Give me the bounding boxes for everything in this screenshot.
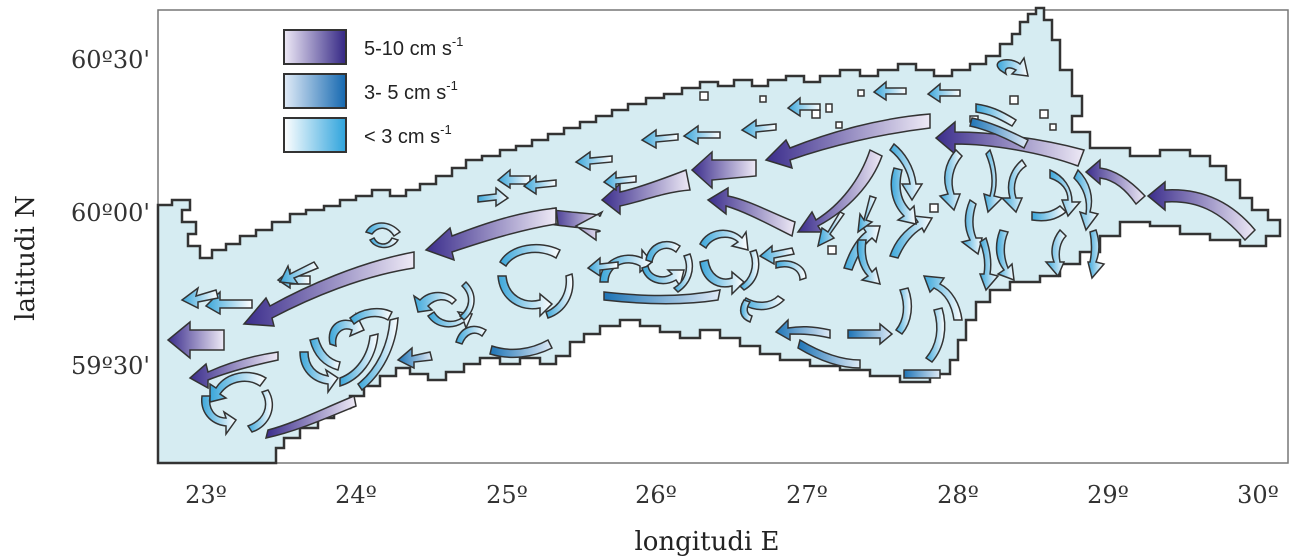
legend-range: 5-10 (364, 38, 404, 60)
current-arrows (166, 56, 1257, 439)
legend-swatch-weak (283, 117, 347, 153)
medium-current-arrow (847, 322, 894, 346)
strong-current-arrow (550, 207, 604, 242)
x-tick-label: 25º (486, 481, 528, 509)
medium-current-arrow (774, 318, 831, 342)
strong-current-arrow (1084, 158, 1147, 206)
legend-item-weak: < 3 cm s-1 (283, 117, 452, 153)
legend-item-strong: 5-10 cm s-1 (283, 29, 463, 65)
x-tick-label: 26º (635, 481, 677, 509)
medium-current-arrow (969, 117, 1030, 150)
legend-swatch-strong (283, 29, 347, 65)
x-tick-label: 24º (335, 481, 377, 509)
islands (699, 89, 1057, 255)
strong-current-arrow (1146, 180, 1257, 242)
y-tick-label: 59º30' (71, 352, 150, 380)
legend: 5-10 cm s-1 3- 5 cm s-1 < 3 cm s-1 (283, 29, 463, 153)
strong-current-arrow (600, 168, 691, 216)
x-axis-title: longitudi E (634, 527, 779, 557)
medium-current-arrow (903, 369, 941, 379)
legend-range: < 3 (364, 126, 392, 148)
legend-range: 3- 5 (364, 82, 398, 104)
medium-current-arrow (797, 338, 861, 369)
legend-swatch-medium (283, 73, 347, 109)
strong-current-arrow (264, 394, 357, 439)
strong-current-arrow (690, 150, 757, 190)
y-axis-title: latitudi N (11, 195, 41, 321)
medium-current-arrow (489, 338, 554, 359)
svg-text:5-10 cm s-1: 5-10 cm s-1 (364, 34, 463, 60)
x-tick-label: 27º (786, 481, 828, 509)
strong-current-arrow (796, 148, 883, 233)
x-tick-label: 28º (937, 481, 979, 509)
medium-current-arrow (603, 289, 721, 305)
strong-current-arrow (424, 207, 557, 262)
strong-current-arrow (706, 186, 796, 238)
strong-current-arrow (188, 351, 279, 390)
x-tick-label: 30º (1237, 481, 1279, 509)
y-axis-ticks: 60º30' 60º00' 59º30' (71, 46, 150, 380)
strong-current-arrow (764, 113, 931, 170)
y-tick-label: 60º30' (71, 46, 150, 74)
strong-current-arrow (242, 251, 415, 327)
y-tick-label: 60º00' (71, 199, 150, 227)
strong-current-arrow (934, 120, 1085, 167)
svg-text:< 3 cm s-1: < 3 cm s-1 (364, 122, 452, 148)
svg-text:3- 5 cm s-1: 3- 5 cm s-1 (364, 78, 458, 104)
x-axis-ticks: 23º 24º 25º 26º 27º 28º 29º 30º (185, 481, 1279, 509)
strong-current-arrow (166, 320, 225, 360)
medium-current-arrow (396, 346, 433, 370)
x-tick-label: 29º (1087, 481, 1129, 509)
eddy-arrows (180, 56, 1106, 437)
x-tick-label: 23º (185, 481, 227, 509)
legend-item-medium: 3- 5 cm s-1 (283, 73, 458, 109)
